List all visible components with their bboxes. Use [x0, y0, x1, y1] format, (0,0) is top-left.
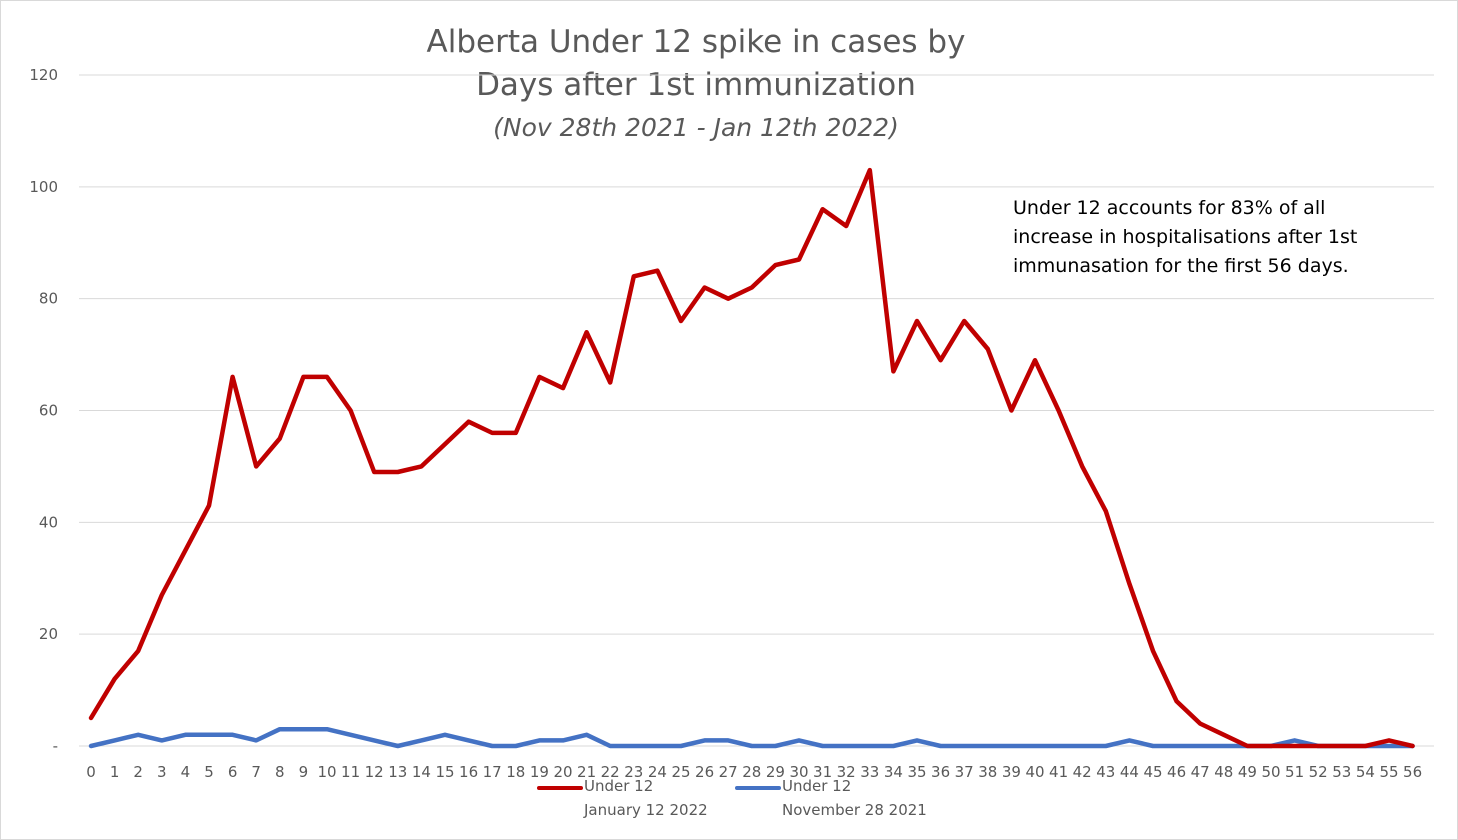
- y-tick-label: -: [53, 737, 58, 755]
- legend-sublabel-series-1: January 12 2022: [584, 801, 708, 819]
- x-tick-label: 56: [1403, 763, 1422, 781]
- series-line-2: [88, 726, 1415, 749]
- x-tick-label: 30: [789, 763, 808, 781]
- chart-title-line-2: Days after 1st immunization: [476, 67, 916, 103]
- x-tick-label: 47: [1191, 763, 1210, 781]
- x-tick-label: 46: [1167, 763, 1186, 781]
- x-tick-label: 10: [317, 763, 336, 781]
- x-tick-label: 4: [181, 763, 191, 781]
- x-tick-label: 38: [978, 763, 997, 781]
- x-tick-label: 36: [931, 763, 950, 781]
- x-tick-label: 55: [1379, 763, 1398, 781]
- y-tick-label: 100: [29, 178, 58, 196]
- x-tick-label: 29: [766, 763, 785, 781]
- x-tick-label: 49: [1238, 763, 1257, 781]
- legend-label-series-2: Under 12: [782, 777, 852, 795]
- x-tick-label: 6: [228, 763, 238, 781]
- annotation-line-1: Under 12 accounts for 83% of all: [1013, 197, 1326, 219]
- x-tick-label: 40: [1025, 763, 1044, 781]
- y-tick-label: 20: [39, 625, 58, 643]
- x-tick-label: 7: [251, 763, 261, 781]
- chart-subtitle: (Nov 28th 2021 - Jan 12th 2022): [493, 113, 899, 142]
- chart-title-line-1: Alberta Under 12 spike in cases by: [426, 24, 966, 60]
- x-tick-label: 48: [1214, 763, 1233, 781]
- x-tick-label: 15: [435, 763, 454, 781]
- x-tick-label: 41: [1049, 763, 1068, 781]
- y-tick-label: 80: [39, 290, 58, 308]
- x-tick-label: 27: [719, 763, 738, 781]
- x-tick-label: 16: [459, 763, 478, 781]
- x-tick-label: 13: [388, 763, 407, 781]
- x-tick-label: 45: [1143, 763, 1162, 781]
- x-tick-label: 3: [157, 763, 167, 781]
- y-tick-label: 60: [39, 402, 58, 420]
- x-tick-label: 18: [506, 763, 525, 781]
- x-tick-label: 14: [412, 763, 431, 781]
- x-tick-label: 1: [110, 763, 120, 781]
- x-tick-label: 35: [907, 763, 926, 781]
- x-tick-label: 22: [601, 763, 620, 781]
- x-tick-label: 0: [86, 763, 96, 781]
- x-tick-label: 51: [1285, 763, 1304, 781]
- y-tick-label: 40: [39, 513, 58, 531]
- x-tick-label: 20: [553, 763, 572, 781]
- x-tick-label: 37: [955, 763, 974, 781]
- x-tick-label: 32: [837, 763, 856, 781]
- x-tick-label: 54: [1356, 763, 1375, 781]
- x-tick-label: 19: [530, 763, 549, 781]
- x-tick-label: 23: [624, 763, 643, 781]
- series-line-1: [88, 167, 1415, 749]
- x-tick-label: 33: [860, 763, 879, 781]
- x-tick-label: 53: [1332, 763, 1351, 781]
- legend-label-series-1: Under 12: [584, 777, 654, 795]
- x-tick-label: 24: [648, 763, 667, 781]
- x-tick-label: 25: [671, 763, 690, 781]
- x-tick-label: 43: [1096, 763, 1115, 781]
- x-tick-label: 39: [1002, 763, 1021, 781]
- chart-annotation: Under 12 accounts for 83% of all increas…: [1013, 194, 1373, 281]
- x-tick-label: 8: [275, 763, 285, 781]
- legend-swatch-series-1: [537, 786, 583, 790]
- x-tick-label: 31: [813, 763, 832, 781]
- legend-sublabel-series-2: November 28 2021: [782, 801, 927, 819]
- x-tick-label: 44: [1120, 763, 1139, 781]
- x-tick-label: 17: [483, 763, 502, 781]
- x-tick-label: 34: [884, 763, 903, 781]
- x-tick-label: 2: [133, 763, 143, 781]
- x-tick-label: 21: [577, 763, 596, 781]
- x-tick-label: 5: [204, 763, 214, 781]
- x-tick-label: 52: [1309, 763, 1328, 781]
- x-tick-label: 9: [299, 763, 309, 781]
- x-tick-label: 12: [365, 763, 384, 781]
- x-tick-label: 26: [695, 763, 714, 781]
- annotation-line-3: immunasation for the first 56 days.: [1013, 255, 1349, 277]
- y-tick-label: 120: [29, 66, 58, 84]
- legend-swatch-series-2: [735, 786, 781, 790]
- x-tick-label: 28: [742, 763, 761, 781]
- x-tick-label: 50: [1261, 763, 1280, 781]
- x-tick-label: 11: [341, 763, 360, 781]
- annotation-line-2: increase in hospitalisations after 1st: [1013, 226, 1358, 248]
- x-tick-label: 42: [1073, 763, 1092, 781]
